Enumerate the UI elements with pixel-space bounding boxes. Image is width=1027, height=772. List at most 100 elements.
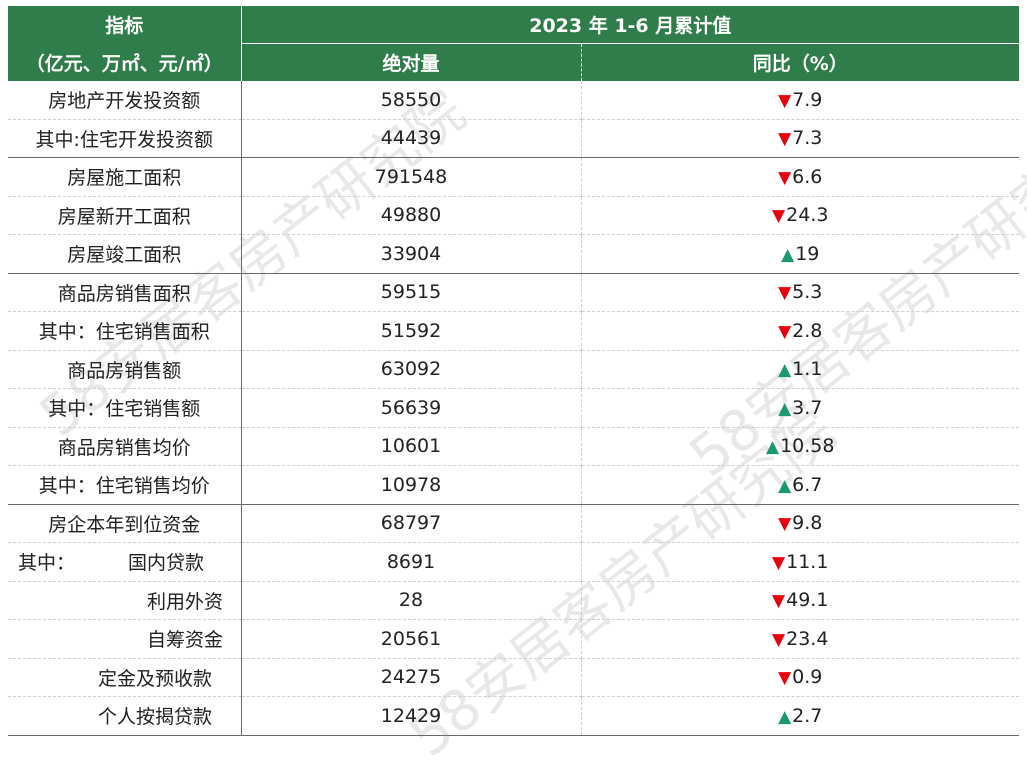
table-header: 指标 2023 年 1-6 月累计值 （亿元、万㎡、元/㎡） 绝对量 同比（%） [8, 6, 1019, 81]
up-arrow-icon: ▲ [778, 475, 792, 496]
absolute-value-cell: 51592 [241, 311, 582, 351]
yoy-cell: ▼9.8 [581, 503, 1019, 543]
down-arrow-icon: ▼ [778, 167, 792, 188]
up-arrow-icon: ▲ [778, 398, 792, 419]
down-arrow-icon: ▼ [778, 514, 792, 535]
absolute-value-cell: 44439 [241, 119, 582, 158]
absolute-value-cell: 8691 [241, 542, 582, 582]
indicator-cell: 商品房销售均价 [8, 427, 242, 466]
indicator-cell: 房地产开发投资额 [8, 81, 242, 120]
absolute-value-cell: 49880 [241, 196, 582, 235]
yoy-cell: ▲10.58 [581, 427, 1019, 466]
yoy-cell: ▼2.8 [581, 311, 1019, 351]
table-row: 房企本年到位资金 68797 ▼9.8 [8, 503, 1019, 543]
down-arrow-icon: ▼ [778, 90, 792, 111]
absolute-value-cell: 33904 [241, 234, 582, 274]
down-arrow-icon: ▼ [778, 129, 792, 150]
table-row: 商品房销售面积 59515 ▼5.3 [8, 272, 1019, 312]
yoy-value: 19 [795, 242, 820, 265]
indicator-header: 指标 [8, 6, 241, 44]
yoy-cell: ▼5.3 [581, 272, 1019, 312]
yoy-value: 11.1 [786, 550, 829, 573]
up-arrow-icon: ▲ [778, 706, 792, 727]
table-row: 自筹资金 20561 ▼23.4 [8, 619, 1019, 659]
yoy-value: 9.8 [792, 512, 823, 535]
yoy-value: 2.7 [792, 704, 823, 727]
yoy-cell: ▲2.7 [581, 696, 1019, 736]
indicator-label: 国内贷款 [128, 552, 205, 575]
indicator-cell: 房企本年到位资金 [8, 503, 242, 543]
table-row: 房屋施工面积 791548 ▼6.6 [8, 157, 1019, 197]
yoy-value: 0.9 [792, 666, 823, 689]
yoy-cell: ▼6.6 [581, 157, 1019, 197]
absolute-value-cell: 28 [241, 581, 582, 620]
indicator-cell: 个人按揭贷款 [8, 696, 242, 736]
table-row: 利用外资 28 ▼49.1 [8, 581, 1019, 620]
yoy-cell: ▼7.9 [581, 81, 1019, 120]
indicator-cell: 房屋竣工面积 [8, 234, 242, 274]
table-row: 商品房销售额 63092 ▲1.1 [8, 350, 1019, 389]
yoy-value: 3.7 [792, 396, 823, 419]
absolute-value-cell: 68797 [241, 503, 582, 543]
table-row: 商品房销售均价 10601 ▲10.58 [8, 427, 1019, 466]
absolute-value-cell: 10978 [241, 465, 582, 505]
indicator-cell: 定金及预收款 [8, 658, 242, 697]
yoy-value: 24.3 [786, 204, 829, 227]
yoy-value: 6.6 [792, 165, 823, 188]
yoy-value: 10.58 [780, 435, 835, 458]
yoy-value: 7.3 [792, 127, 823, 150]
indicator-cell: 房屋施工面积 [8, 157, 242, 197]
indicator-cell: 其中：住宅销售面积 [8, 311, 242, 351]
absolute-value-cell: 20561 [241, 619, 582, 659]
yoy-cell: ▲6.7 [581, 465, 1019, 505]
up-arrow-icon: ▲ [781, 244, 795, 265]
period-header: 2023 年 1-6 月累计值 [240, 6, 1019, 44]
up-arrow-icon: ▲ [766, 437, 780, 458]
down-arrow-icon: ▼ [778, 283, 792, 304]
absolute-value-cell: 63092 [241, 350, 582, 389]
down-arrow-icon: ▼ [778, 668, 792, 689]
indicator-cell: 其中： 国内贷款 [8, 542, 242, 582]
down-arrow-icon: ▼ [772, 206, 786, 227]
indicator-prefix: 其中： [18, 552, 76, 575]
table-row: 其中： 国内贷款 8691 ▼11.1 [8, 542, 1019, 582]
indicator-cell: 自筹资金 [8, 619, 242, 659]
yoy-cell: ▲1.1 [581, 350, 1019, 389]
table-row: 其中:住宅开发投资额 44439 ▼7.3 [8, 119, 1019, 158]
absolute-value-cell: 24275 [241, 658, 582, 697]
absolute-value-cell: 56639 [241, 388, 582, 428]
absolute-value-cell: 58550 [241, 81, 582, 120]
table-body: 房地产开发投资额 58550 ▼7.9 其中:住宅开发投资额 44439 ▼7.3 房屋施工… [8, 81, 1019, 736]
yoy-cell: ▼23.4 [581, 619, 1019, 659]
yoy-value: 7.9 [792, 88, 823, 111]
table-row: 房地产开发投资额 58550 ▼7.9 [8, 81, 1019, 120]
down-arrow-icon: ▼ [772, 552, 786, 573]
yoy-cell: ▼0.9 [581, 658, 1019, 697]
yoy-cell: ▲3.7 [581, 388, 1019, 428]
up-arrow-icon: ▲ [778, 360, 792, 381]
yoy-cell: ▼49.1 [581, 581, 1019, 620]
absolute-value-cell: 12429 [241, 696, 582, 736]
indicator-cell: 房屋新开工面积 [8, 196, 242, 235]
yoy-value: 1.1 [792, 358, 823, 381]
indicator-cell: 其中：住宅销售均价 [8, 465, 242, 505]
yoy-cell: ▼24.3 [581, 196, 1019, 235]
yoy-value: 2.8 [792, 319, 823, 342]
table-row: 房屋竣工面积 33904 ▲19 [8, 234, 1019, 274]
yoy-value: 5.3 [792, 281, 823, 304]
table-row: 房屋新开工面积 49880 ▼24.3 [8, 196, 1019, 235]
yoy-cell: ▼7.3 [581, 119, 1019, 158]
table-row: 个人按揭贷款 12429 ▲2.7 [8, 696, 1019, 736]
unit-header: （亿元、万㎡、元/㎡） [8, 43, 241, 81]
yoy-value: 49.1 [786, 589, 829, 612]
table-row: 定金及预收款 24275 ▼0.9 [8, 658, 1019, 697]
indicator-cell: 商品房销售额 [8, 350, 242, 389]
statistics-table: 指标 2023 年 1-6 月累计值 （亿元、万㎡、元/㎡） 绝对量 同比（%）… [8, 6, 1019, 736]
yoy-cell: ▼11.1 [581, 542, 1019, 582]
table-row: 其中：住宅销售均价 10978 ▲6.7 [8, 465, 1019, 505]
absolute-header: 绝对量 [240, 43, 581, 81]
yoy-value: 23.4 [786, 627, 829, 650]
absolute-value-cell: 10601 [241, 427, 582, 466]
table-row: 其中：住宅销售面积 51592 ▼2.8 [8, 311, 1019, 351]
down-arrow-icon: ▼ [772, 629, 786, 650]
